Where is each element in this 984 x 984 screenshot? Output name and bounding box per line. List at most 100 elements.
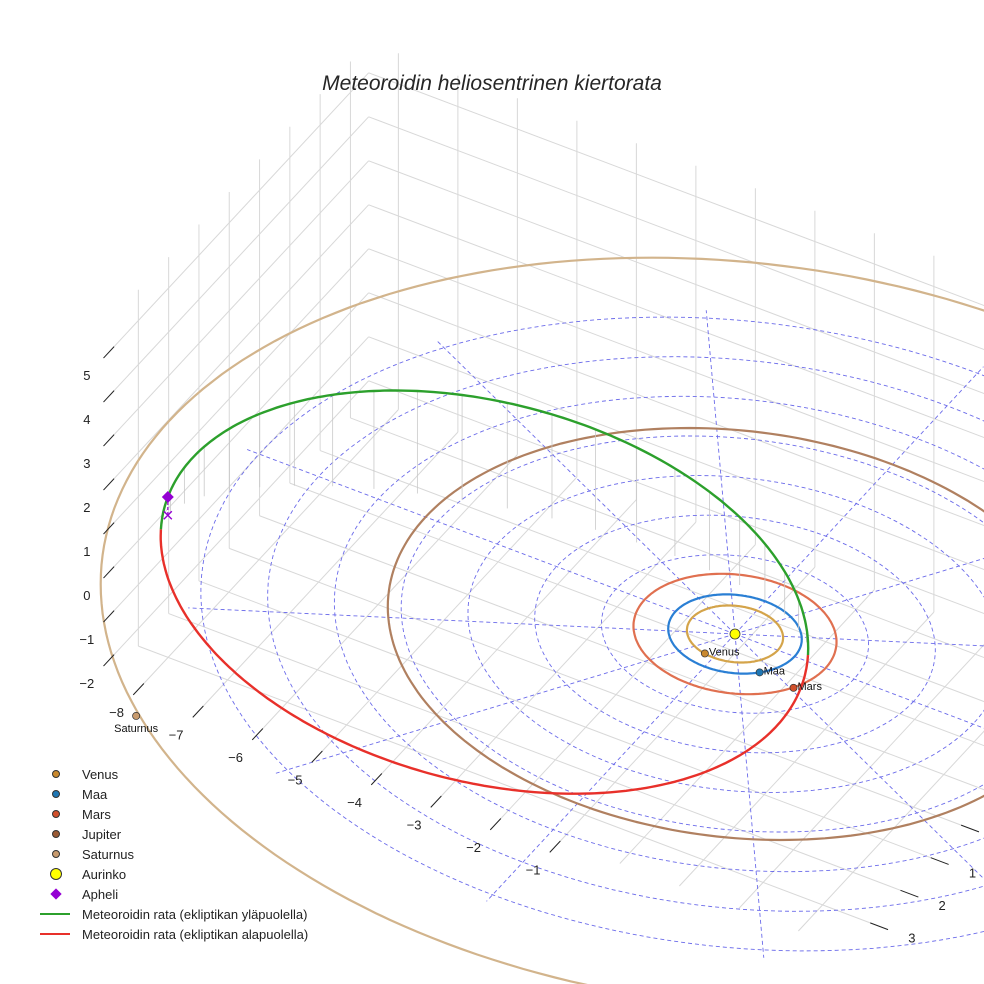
- z-tick: [103, 346, 115, 359]
- y-tick-label: 2: [939, 898, 946, 913]
- ecliptic-radial-line: [188, 607, 736, 635]
- z-tick-label: 2: [83, 500, 90, 515]
- z-tick: [103, 654, 115, 667]
- grid-line: [143, 409, 399, 684]
- legend-label: Mars: [82, 806, 111, 822]
- x-tick: [132, 683, 145, 696]
- grid-line: [500, 544, 756, 819]
- green-line-icon: [40, 913, 70, 915]
- ecliptic-circle: [267, 356, 984, 912]
- x-tick-label: −5: [288, 772, 303, 787]
- grid-line: [368, 292, 984, 527]
- legend-label: Venus: [82, 766, 119, 782]
- venus-marker: [700, 649, 709, 658]
- sun-marker: [729, 628, 741, 640]
- grid-line: [229, 547, 962, 826]
- saturnus-orbit: [99, 256, 984, 984]
- x-tick: [549, 840, 561, 853]
- legend-item-orbit-below: Meteoroidin rata (ekliptikan alapuolella…: [38, 924, 308, 944]
- diamond-marker-icon: [50, 888, 62, 900]
- grid-line: [113, 248, 369, 523]
- grid-line: [738, 643, 984, 909]
- legend-item-venus: Venus: [38, 764, 308, 784]
- legend-label: Aurinko: [82, 866, 127, 882]
- grid-line: [113, 116, 369, 391]
- saturnus-marker: [132, 712, 141, 720]
- z-tick-label: −2: [79, 676, 94, 691]
- legend-item-aurinko: Aurinko: [38, 864, 308, 884]
- mars-orbit: [632, 572, 838, 696]
- grid-line: [113, 72, 369, 347]
- mars-marker-icon: [52, 810, 60, 818]
- x-tick: [489, 818, 502, 831]
- grid-line: [368, 160, 984, 395]
- legend-label: Jupiter: [82, 826, 122, 842]
- x-tick-label: −6: [228, 750, 243, 765]
- z-tick-label: 5: [83, 368, 90, 383]
- grid-line: [619, 589, 875, 864]
- red-line-icon: [40, 933, 70, 935]
- legend-item-jupiter: Jupiter: [38, 824, 308, 844]
- grid-line: [202, 431, 459, 707]
- venus-orbit: [685, 604, 785, 664]
- body-markers: Venus Maa Mars Saturnus: [114, 490, 823, 735]
- grid-line: [198, 580, 931, 859]
- maa-label: Maa: [764, 665, 786, 677]
- ecliptic-radial-line: [436, 340, 736, 635]
- planet-orbits: [99, 256, 984, 984]
- legend-label: Maa: [82, 786, 108, 802]
- maa-orbit: [667, 593, 803, 675]
- y-tick: [900, 889, 919, 898]
- grid-line: [368, 204, 984, 439]
- y-tick-label: 3: [908, 931, 915, 946]
- z-tick: [103, 522, 115, 535]
- meteoroid-orbit: [159, 389, 810, 795]
- orbit-below-ecliptic-line: [159, 529, 810, 795]
- grid-line: [368, 72, 984, 307]
- mars-label: Mars: [798, 681, 823, 693]
- aphelion-marker: [161, 490, 174, 503]
- x-tick: [370, 773, 383, 786]
- ecliptic-radial-line: [705, 310, 736, 635]
- maa-marker-icon: [52, 790, 60, 798]
- grid-line: [321, 476, 578, 752]
- maa-marker: [755, 668, 764, 677]
- x-tick-label: −4: [347, 795, 362, 810]
- grid-line: [262, 454, 518, 729]
- z-tick-label: 0: [83, 588, 90, 603]
- z-tick-label: 3: [83, 456, 90, 471]
- grid-line: [440, 521, 697, 797]
- legend-label: Meteoroidin rata (ekliptikan alapuolella…: [82, 926, 309, 942]
- aphelion-projection-marker: [163, 510, 173, 520]
- x-tick-label: −8: [109, 705, 124, 720]
- orbit-above-ecliptic-line: [159, 389, 810, 656]
- grid-line: [368, 248, 984, 483]
- legend: Venus Maa Mars Jupiter Saturnus Aurinko …: [38, 764, 308, 944]
- grid-line: [168, 613, 901, 891]
- chart-title: Meteoroidin heliosentrinen kiertorata: [322, 72, 662, 95]
- x-tick: [251, 728, 264, 741]
- z-tick: [103, 478, 115, 491]
- legend-label: Saturnus: [82, 846, 135, 862]
- z-tick-label: 4: [83, 412, 90, 427]
- grid-line: [319, 450, 984, 703]
- sun-marker-icon: [50, 868, 62, 880]
- grid-line: [113, 292, 369, 567]
- x-tick-label: −2: [466, 840, 481, 855]
- grid-line: [368, 380, 984, 615]
- legend-item-mars: Mars: [38, 804, 308, 824]
- grid-line: [259, 515, 984, 791]
- ecliptic-radial-line: [734, 633, 984, 729]
- grid-line: [289, 482, 984, 747]
- x-tick: [192, 705, 204, 718]
- saturnus-label: Saturnus: [114, 723, 159, 735]
- legend-label: Meteoroidin rata (ekliptikan yläpuolella…: [82, 906, 308, 922]
- z-tick: [103, 610, 115, 623]
- x-tick-label: −7: [169, 727, 184, 742]
- ecliptic-radial-line: [734, 633, 765, 958]
- grid-line: [113, 160, 369, 435]
- x-tick-label: −1: [526, 862, 541, 877]
- legend-item-orbit-above: Meteoroidin rata (ekliptikan yläpuolella…: [38, 904, 308, 924]
- x-tick-label: −3: [407, 817, 422, 832]
